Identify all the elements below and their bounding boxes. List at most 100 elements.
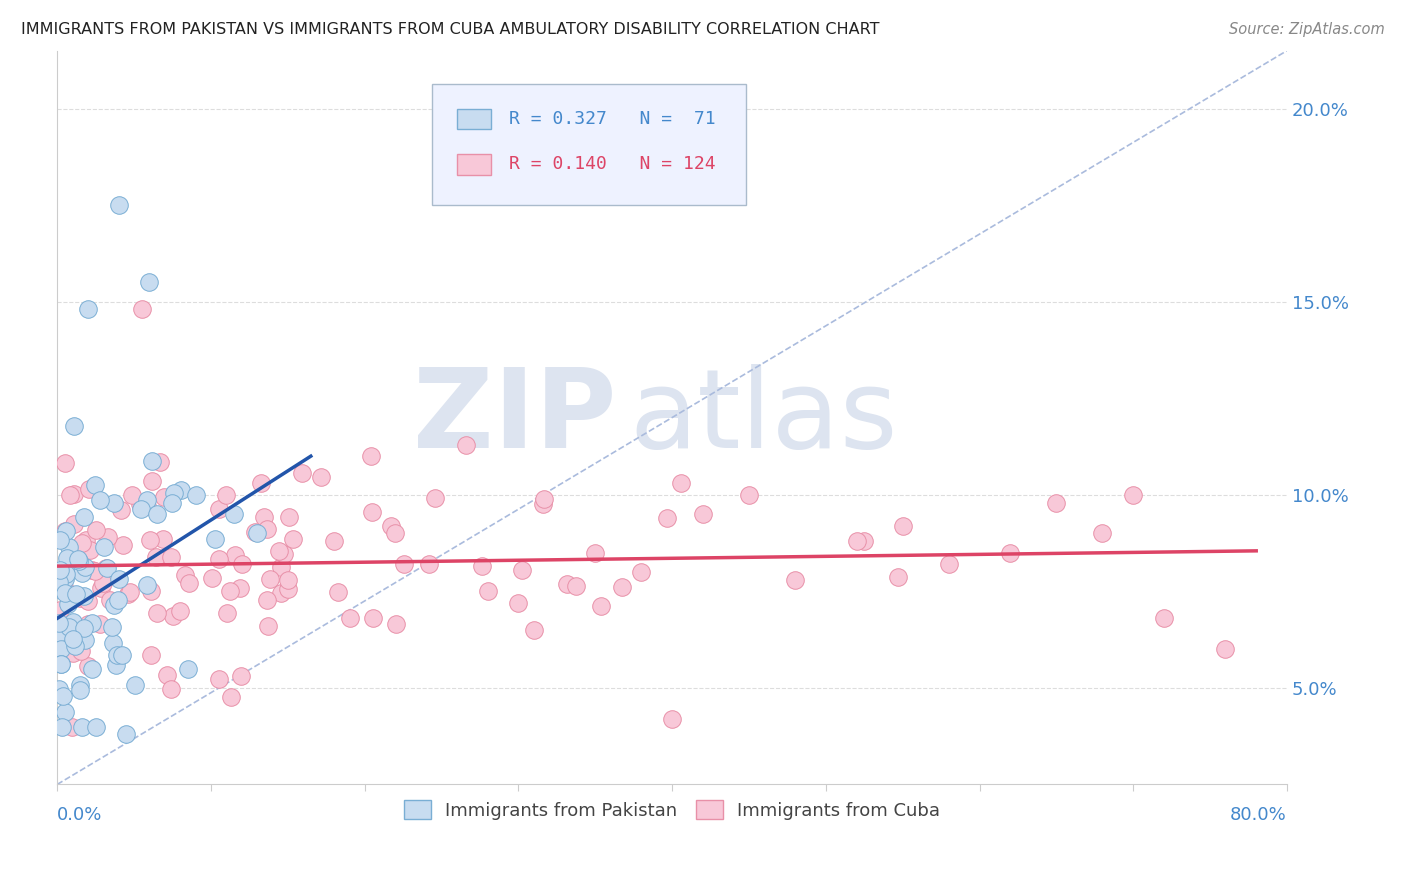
Point [63, 486, 86, 500]
Point [58, 620, 80, 634]
Point [141, 454, 163, 468]
Point [63, 639, 86, 653]
Point [76, 659, 98, 673]
Point [120, 585, 142, 599]
FancyBboxPatch shape [457, 109, 491, 129]
Point [565, 579, 588, 593]
Point [53, 585, 76, 599]
Point [277, 509, 299, 524]
Point [69, 682, 91, 697]
Point [531, 497, 554, 511]
Point [48, 682, 70, 697]
Point [49, 603, 72, 617]
Point [67, 551, 90, 566]
Point [53, 705, 76, 719]
Point [243, 524, 266, 539]
Point [169, 604, 191, 618]
Point [62, 632, 84, 647]
Point [84, 564, 107, 578]
Point [97, 530, 120, 544]
Point [101, 635, 124, 649]
Point [103, 598, 125, 612]
Point [655, 510, 678, 524]
Point [62, 615, 84, 630]
Point [887, 570, 910, 584]
Point [59, 488, 82, 502]
FancyBboxPatch shape [457, 154, 491, 175]
Point [48, 582, 70, 596]
Point [273, 547, 295, 561]
Point [270, 559, 292, 574]
Point [84, 523, 107, 537]
Point [283, 532, 305, 546]
Point [661, 712, 683, 726]
Text: 80.0%: 80.0% [1230, 806, 1286, 824]
Point [77, 594, 100, 608]
Point [62, 646, 84, 660]
Point [60, 719, 83, 733]
Point [115, 727, 138, 741]
Point [69, 591, 91, 605]
Point [111, 538, 134, 552]
Point [49, 533, 72, 548]
Point [418, 558, 440, 572]
Point [53, 580, 76, 594]
Point [141, 584, 163, 599]
Point [291, 467, 314, 481]
Point [508, 596, 530, 610]
Point [610, 580, 633, 594]
Point [477, 584, 499, 599]
Point [49, 657, 72, 671]
Point [270, 585, 292, 599]
Point [110, 503, 132, 517]
Point [105, 658, 128, 673]
Point [89, 617, 111, 632]
Point [72, 719, 94, 733]
Point [107, 198, 129, 212]
Point [149, 455, 172, 469]
Point [72, 566, 94, 580]
Point [174, 567, 197, 582]
Point [72, 509, 94, 524]
Point [257, 619, 280, 633]
Point [208, 672, 231, 686]
Point [156, 667, 179, 681]
Point [339, 610, 361, 624]
Point [228, 581, 250, 595]
Point [49, 641, 72, 656]
Point [1153, 611, 1175, 625]
Point [938, 558, 960, 572]
Point [98, 593, 121, 607]
Point [84, 478, 107, 492]
Point [77, 302, 100, 317]
Point [63, 418, 86, 433]
Point [141, 474, 163, 488]
Point [309, 470, 332, 484]
Point [160, 549, 183, 564]
Point [53, 524, 76, 538]
Point [129, 497, 152, 511]
Point [52, 690, 75, 704]
Point [75, 533, 97, 548]
Point [141, 648, 163, 663]
Point [1215, 642, 1237, 657]
Point [77, 482, 100, 496]
Point [471, 559, 494, 574]
Point [456, 438, 478, 452]
Point [84, 719, 107, 733]
Point [738, 488, 761, 502]
Point [138, 276, 160, 290]
Text: atlas: atlas [628, 364, 897, 471]
Point [253, 509, 276, 524]
Point [48, 615, 70, 630]
Point [425, 491, 447, 505]
Point [219, 690, 242, 705]
Point [58, 540, 80, 554]
Point [69, 644, 91, 658]
Point [152, 490, 174, 504]
Point [94, 561, 117, 575]
Point [783, 573, 806, 587]
Point [322, 534, 344, 549]
Text: ZIP: ZIP [413, 364, 617, 471]
Point [105, 648, 128, 662]
